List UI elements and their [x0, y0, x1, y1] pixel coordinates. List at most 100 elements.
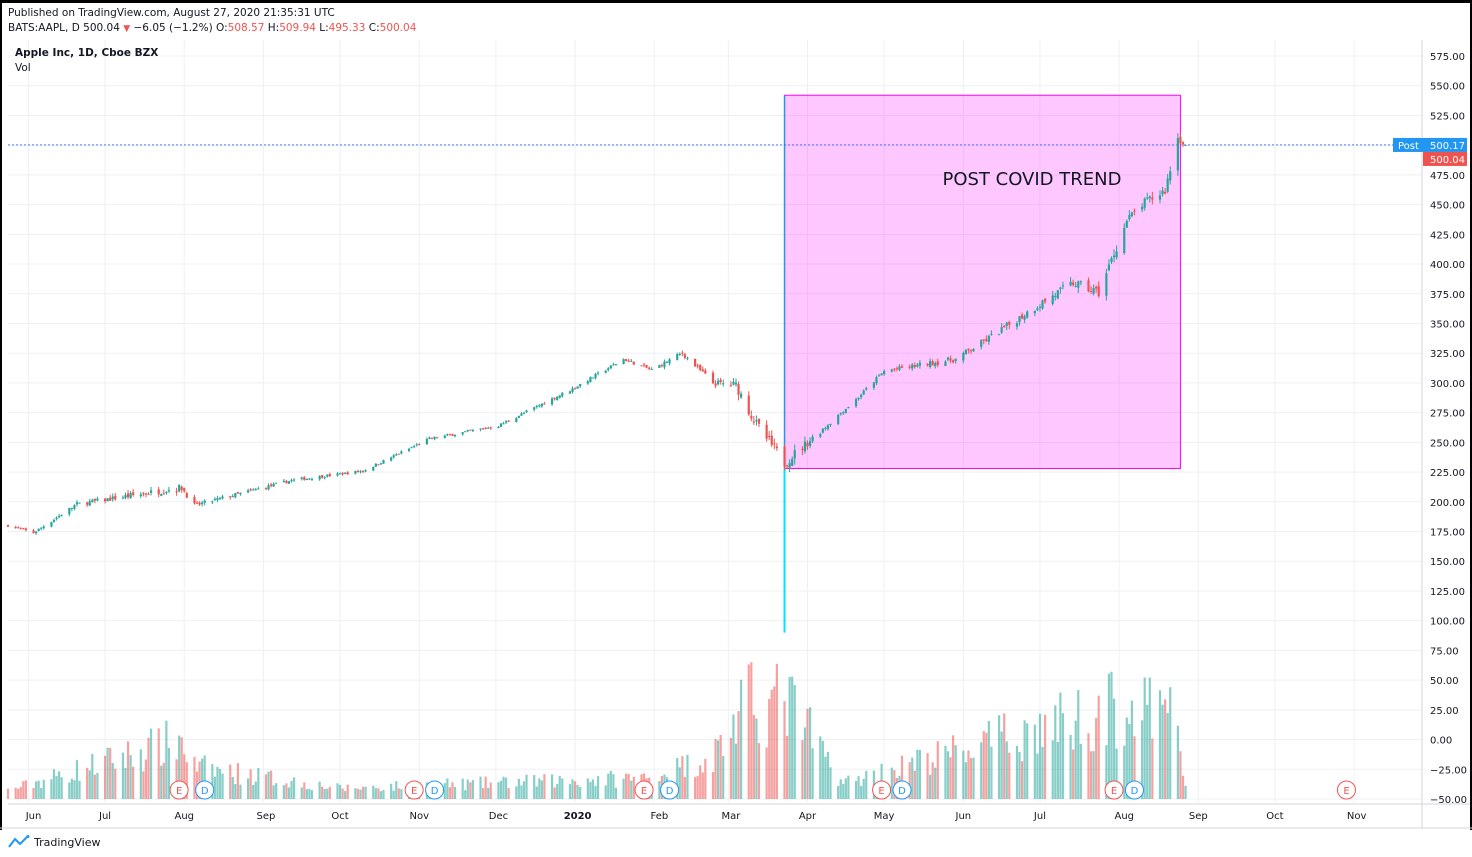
- price-tick-label: 125.00: [1430, 587, 1465, 598]
- candle-body: [929, 361, 932, 368]
- volume-bar: [1110, 671, 1113, 799]
- candle-body: [443, 435, 446, 438]
- candle-body: [826, 425, 830, 430]
- candle-body: [1059, 287, 1062, 289]
- candle-body: [282, 480, 285, 483]
- volume-bar: [221, 773, 224, 799]
- candle-body: [819, 434, 822, 437]
- volume-bar: [1069, 734, 1072, 799]
- volume-bar: [469, 782, 472, 799]
- candle-body: [218, 497, 222, 499]
- volume-bar: [52, 769, 56, 799]
- candle-body: [165, 492, 168, 494]
- candle-body: [576, 386, 579, 389]
- candle-body: [561, 392, 564, 397]
- volume-bar: [586, 778, 589, 799]
- candle-body: [591, 377, 595, 379]
- volume-bar: [1023, 720, 1026, 799]
- volume-bar: [522, 781, 526, 799]
- candle-body: [627, 360, 630, 362]
- post-covid-annotation[interactable]: POST COVID TREND: [8, 94, 1422, 633]
- candle-body: [997, 334, 1001, 336]
- price-tick-label: 75.00: [1430, 646, 1459, 657]
- candle-body: [354, 470, 357, 474]
- candle-body: [68, 508, 71, 515]
- candle-body: [236, 492, 239, 494]
- earnings-marker-letter: E: [176, 786, 182, 797]
- volume-bar: [359, 789, 362, 799]
- volume-bar: [132, 766, 135, 799]
- candle-body: [180, 486, 183, 490]
- volume-bar: [374, 788, 377, 799]
- volume-bar: [1074, 720, 1077, 799]
- open-value: 508.57: [227, 22, 265, 34]
- candle-body: [1097, 286, 1100, 297]
- volume-bar: [178, 735, 181, 799]
- volume-bar: [717, 740, 720, 799]
- candle-body: [57, 515, 61, 518]
- candle-body: [883, 370, 886, 375]
- event-markers[interactable]: E E E E E ED D D D D: [169, 780, 1356, 800]
- candle-body: [614, 364, 618, 366]
- volume-bar: [19, 787, 22, 799]
- candle-body: [103, 498, 107, 502]
- tradingview-brand[interactable]: TradingView: [8, 835, 100, 849]
- price-tick-label: 175.00: [1430, 528, 1465, 539]
- earnings-marker-letter: E: [411, 786, 417, 797]
- candle-body: [676, 354, 679, 361]
- volume-bar: [535, 786, 538, 799]
- volume-bar: [201, 758, 204, 799]
- candle-body: [52, 519, 56, 523]
- candle-body: [954, 358, 957, 362]
- volume-bar: [165, 720, 168, 799]
- volume-bar: [1123, 745, 1126, 799]
- volume-bar: [1079, 743, 1082, 799]
- price-axis[interactable]: 575.00550.00525.00500.00475.00450.00425.…: [1393, 52, 1467, 806]
- candle-body: [842, 412, 845, 414]
- volume-bar: [561, 778, 564, 799]
- volume-bar: [73, 780, 76, 799]
- volume-bar: [1038, 713, 1042, 799]
- volume-bar: [126, 741, 130, 799]
- candle-body: [395, 454, 398, 456]
- price-candles: [6, 133, 1187, 535]
- volume-bar: [50, 779, 53, 799]
- time-axis[interactable]: Jun Jul Aug Sep Oct Nov Dec 2020 Feb Mar Apr May Jun…: [25, 811, 1367, 822]
- change-value: −6.05 (−1.2%): [133, 22, 213, 34]
- candle-body: [1112, 255, 1116, 258]
- candle-body: [318, 475, 321, 480]
- volume-bar: [540, 780, 543, 799]
- candle-body: [612, 364, 615, 366]
- candle-body: [1005, 322, 1008, 326]
- candle-body: [1026, 311, 1029, 318]
- volume-bar: [1005, 741, 1008, 799]
- volume-bar: [678, 767, 681, 799]
- annotation-text: POST COVID TREND: [942, 169, 1121, 190]
- candle-body: [1036, 308, 1039, 311]
- candle-body: [162, 493, 165, 495]
- time-tick-label: Nov: [1347, 811, 1367, 822]
- price-tick-label: 425.00: [1430, 230, 1465, 241]
- volume-bar: [783, 701, 786, 799]
- candle-body: [111, 496, 114, 500]
- volume-bar: [121, 752, 125, 799]
- candle-body: [877, 375, 881, 377]
- volume-bar: [622, 778, 625, 799]
- volume-bar: [791, 676, 794, 799]
- volume-bar: [489, 782, 492, 799]
- candle-body: [757, 418, 761, 424]
- candle-body: [267, 485, 270, 490]
- candle-body: [344, 472, 347, 474]
- volume-bar: [109, 747, 112, 799]
- candle-body: [489, 427, 492, 429]
- candle-body: [310, 478, 314, 480]
- post-price-value: 500.17: [1430, 141, 1465, 152]
- candle-body: [571, 388, 574, 392]
- earnings-marker-letter: E: [641, 786, 647, 797]
- candle-body: [359, 471, 362, 473]
- volume-bar: [1026, 723, 1029, 799]
- candle-body: [1069, 281, 1072, 286]
- volume-bar: [711, 772, 715, 799]
- candle-body: [1033, 310, 1036, 314]
